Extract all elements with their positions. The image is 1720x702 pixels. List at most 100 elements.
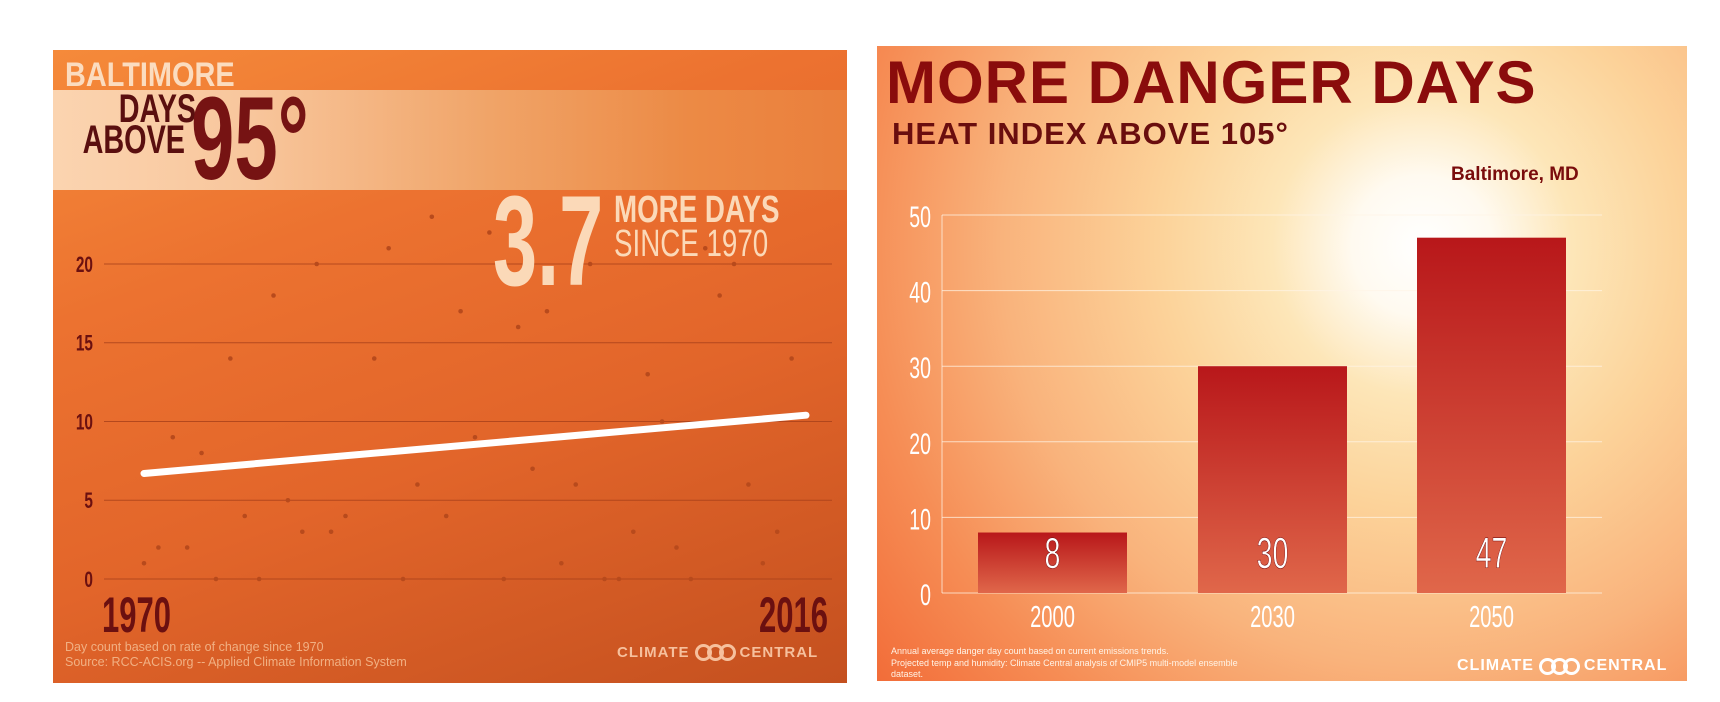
data-point [587,261,593,267]
y-tick-label: 10 [76,411,93,435]
logo-left-text: CLIMATE [617,644,690,661]
data-point [760,560,766,566]
data-point [731,261,737,267]
data-point [400,576,406,582]
subtitle-line1: DAYS [118,87,197,131]
data-point [573,482,579,487]
data-point [228,356,233,361]
subtitle-days-above: DAYS ABOVE [83,87,197,160]
chart-subtitle: HEAT INDEX ABOVE 105° [892,116,1289,152]
y-tick-label: 20 [76,253,93,277]
y-tick-label: 0 [84,568,93,592]
bar-2050 [1417,237,1566,593]
data-point [415,482,420,487]
footnote-line3: dataset. [891,669,924,679]
more-danger-days-chart: MORE DANGER DAYS HEAT INDEX ABOVE 105° B… [877,46,1687,681]
data-point [789,356,794,361]
annotation-value-text: 3.7 [493,170,604,313]
footnote-line2: Source: RCC-ACIS.org -- Applied Climate … [65,655,407,669]
data-point [487,230,492,235]
data-point [285,497,291,503]
climate-central-logo: CLIMATE CENTRAL [617,644,818,661]
location-text: Baltimore, MD [1451,164,1579,185]
data-point [688,576,694,582]
logo-left-text: CLIMATE [1457,657,1534,674]
data-point [746,482,751,487]
subtitle-line2: ABOVE [82,118,185,162]
y-tick-label: 0 [920,579,931,612]
bar-value-label: 47 [1476,528,1508,578]
subtitle-95-degrees: 95° [191,80,369,198]
data-point [717,293,722,298]
x-tick-label: 2030 [1250,599,1295,635]
x-label-end-text: 2016 [759,587,828,643]
x-tick-label: 2050 [1469,599,1514,635]
y-tick-label: 30 [909,352,931,385]
data-point [501,576,507,582]
data-point [199,450,204,456]
y-tick-label: 20 [909,428,931,461]
trend-line [140,411,810,477]
data-point [659,419,665,424]
annotation-line2: SINCE 1970 [614,224,825,264]
annotation-line2-text: SINCE 1970 [614,223,769,265]
data-point [386,245,391,251]
data-point [213,576,219,582]
logo-right-text: CENTRAL [739,644,819,661]
y-tick-label: 5 [84,490,93,514]
scatter-plot: 0 5 10 15 20 [76,214,832,593]
data-point [530,466,535,472]
bar-2000 [978,532,1127,593]
data-point [242,513,248,519]
chart-title: BALTIMORE [65,56,265,95]
data-point [343,513,348,519]
data-point [429,214,435,220]
location-label: Baltimore, MD [1451,164,1579,186]
big-95: 95° [191,73,309,205]
data-point [371,356,377,361]
data-point [774,529,780,535]
x-label-start: 1970 [102,590,213,640]
y-tick-label: 40 [909,277,931,310]
annotation-value: 3.7 [493,178,671,306]
logo-right-text: CENTRAL [1583,657,1668,674]
chart-subtitle-text: HEAT INDEX ABOVE 105° [892,116,1289,151]
data-point [256,576,262,582]
chart-title-text: MORE DANGER DAYS [886,49,1537,116]
data-point [141,560,147,566]
x-label-start-text: 1970 [102,587,171,643]
footnote: Annual average danger day count based on… [891,646,1238,681]
bar-value-label: 30 [1257,528,1289,578]
data-point [170,434,176,440]
data-point [602,576,607,582]
bar-2030 [1198,366,1347,593]
data-point [559,560,564,566]
data-point [631,529,636,535]
data-point [314,261,319,267]
baltimore-days-above-95-chart: BALTIMORE DAYS ABOVE 95° 0 5 10 15 20 3.7 MO… [53,50,847,683]
data-point [271,293,276,298]
x-tick-label: 2000 [1030,599,1075,635]
data-point [300,529,305,535]
chart-title-text: BALTIMORE [65,56,235,94]
data-point [515,324,521,330]
data-point [184,545,190,550]
x-label-end: 2016 [759,590,847,640]
data-point [443,513,449,519]
data-point [674,545,679,550]
chart-title: MORE DANGER DAYS [886,48,1537,117]
data-point [458,308,463,314]
footnote-line1: Day count based on rate of change since … [65,640,324,654]
data-point [156,545,161,550]
footnote-line1: Annual average danger day count based on… [891,646,1169,656]
y-tick-label: 10 [909,503,931,536]
data-point [616,576,622,582]
y-tick-label: 50 [909,201,931,234]
footnote-line2: Projected temp and humidity: Climate Cen… [891,657,1238,668]
data-point [328,529,334,535]
data-point [702,245,708,251]
bar-value-label: 8 [1045,528,1061,578]
data-point [645,371,650,377]
footnote: Day count based on rate of change since … [65,640,407,670]
